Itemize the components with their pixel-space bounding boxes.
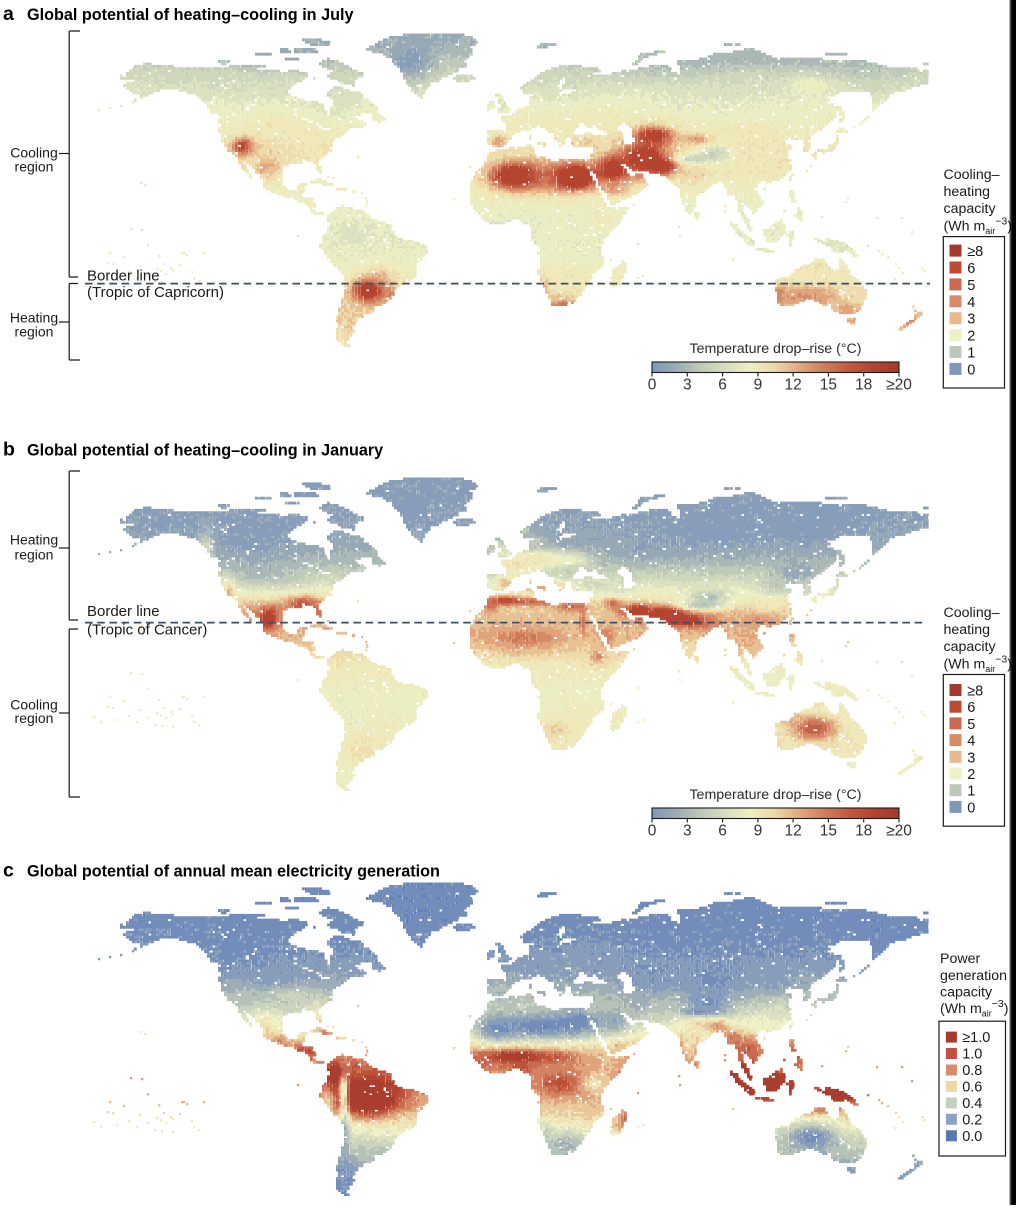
svg-text:Power: Power xyxy=(940,951,980,967)
svg-text:9: 9 xyxy=(754,823,763,840)
svg-text:18: 18 xyxy=(855,823,872,840)
svg-text:9: 9 xyxy=(754,377,763,394)
svg-text:0: 0 xyxy=(648,823,657,840)
svg-text:Heating: Heating xyxy=(10,309,58,325)
svg-text:≥8: ≥8 xyxy=(967,244,983,260)
svg-text:generation: generation xyxy=(940,968,1007,984)
svg-text:0.6: 0.6 xyxy=(962,1079,982,1095)
svg-text:6: 6 xyxy=(967,700,975,716)
svg-text:3: 3 xyxy=(683,823,692,840)
svg-text:≥8: ≥8 xyxy=(967,684,983,700)
svg-text:0.8: 0.8 xyxy=(962,1063,982,1079)
svg-text:2: 2 xyxy=(967,767,975,783)
svg-text:3: 3 xyxy=(967,750,975,766)
svg-text:15: 15 xyxy=(820,823,837,840)
svg-text:≥20: ≥20 xyxy=(886,377,912,394)
svg-text:region: region xyxy=(15,546,54,562)
svg-text:capacity: capacity xyxy=(944,201,997,217)
svg-text:heating: heating xyxy=(944,184,991,200)
svg-text:Border line: Border line xyxy=(87,603,160,620)
svg-text:6: 6 xyxy=(718,823,727,840)
svg-text:region: region xyxy=(15,158,54,174)
svg-text:Temperature drop–rise (°C): Temperature drop–rise (°C) xyxy=(689,341,861,357)
svg-text:Cooling: Cooling xyxy=(10,144,57,160)
svg-text:0: 0 xyxy=(967,362,975,378)
svg-text:b: b xyxy=(3,439,15,461)
svg-text:Cooling–: Cooling– xyxy=(944,605,1000,621)
svg-text:4: 4 xyxy=(967,295,975,311)
svg-text:0: 0 xyxy=(967,800,975,816)
svg-text:0: 0 xyxy=(648,377,657,394)
svg-text:region: region xyxy=(15,324,54,340)
svg-text:18: 18 xyxy=(855,377,872,394)
svg-text:3: 3 xyxy=(967,312,975,328)
svg-text:4: 4 xyxy=(967,734,975,750)
svg-text:a: a xyxy=(3,3,14,25)
svg-text:0.2: 0.2 xyxy=(962,1112,982,1128)
svg-text:Global potential of annual mea: Global potential of annual mean electric… xyxy=(27,862,440,880)
svg-text:12: 12 xyxy=(784,377,801,394)
svg-text:c: c xyxy=(3,859,14,881)
svg-text:5: 5 xyxy=(967,278,975,294)
svg-text:0.0: 0.0 xyxy=(962,1129,982,1145)
svg-text:≥1.0: ≥1.0 xyxy=(962,1030,990,1046)
svg-text:1: 1 xyxy=(967,784,975,800)
svg-text:3: 3 xyxy=(683,377,692,394)
svg-text:Heating: Heating xyxy=(10,531,58,547)
svg-text:Cooling: Cooling xyxy=(10,696,57,712)
svg-text:Temperature drop–rise (°C): Temperature drop–rise (°C) xyxy=(689,787,861,803)
svg-text:12: 12 xyxy=(784,823,801,840)
svg-text:6: 6 xyxy=(967,261,975,277)
svg-text:1: 1 xyxy=(967,346,975,362)
svg-text:15: 15 xyxy=(820,377,837,394)
svg-text:(Tropic of Capricorn): (Tropic of Capricorn) xyxy=(87,284,224,301)
svg-text:Global potential of heating–co: Global potential of heating–cooling in J… xyxy=(27,6,353,24)
svg-text:0.4: 0.4 xyxy=(962,1096,982,1112)
svg-text:Cooling–: Cooling– xyxy=(944,167,1000,183)
svg-text:(Wh mair−3): (Wh mair−3) xyxy=(940,998,1009,1019)
svg-text:1.0: 1.0 xyxy=(962,1047,982,1063)
svg-text:5: 5 xyxy=(967,717,975,733)
svg-text:heating: heating xyxy=(944,622,991,638)
svg-text:6: 6 xyxy=(718,377,727,394)
svg-text:(Tropic of Cancer): (Tropic of Cancer) xyxy=(87,622,207,639)
svg-text:Global potential of heating–co: Global potential of heating–cooling in J… xyxy=(27,442,383,460)
svg-text:≥20: ≥20 xyxy=(886,823,912,840)
svg-text:Border line: Border line xyxy=(87,268,160,285)
svg-text:capacity: capacity xyxy=(944,639,997,655)
svg-text:2: 2 xyxy=(967,329,975,345)
svg-text:region: region xyxy=(15,710,54,726)
svg-text:capacity: capacity xyxy=(940,985,993,1001)
